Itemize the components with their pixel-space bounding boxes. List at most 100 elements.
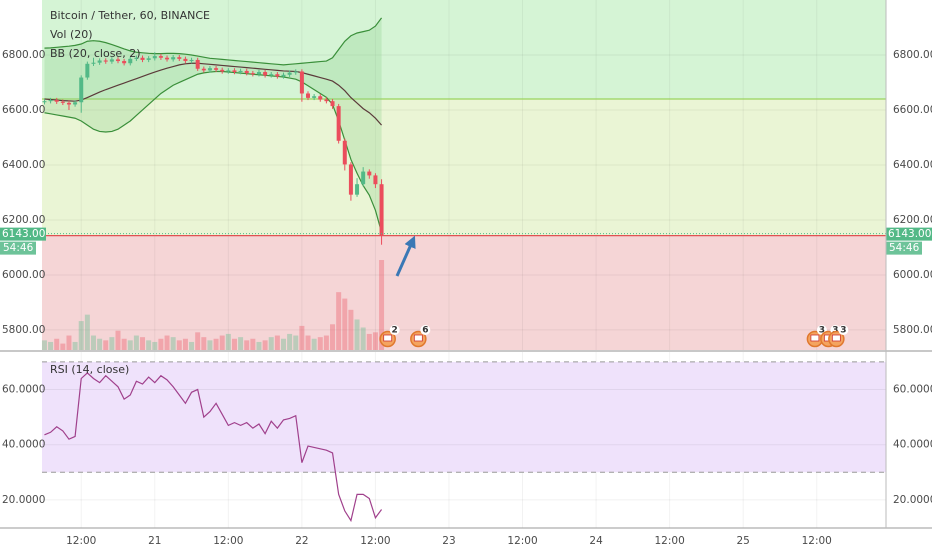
candle-body (367, 171, 372, 176)
volume-bar (90, 335, 96, 350)
candle-body (42, 101, 47, 103)
volume-bar (207, 340, 213, 350)
candle-body (146, 58, 151, 60)
volume-bar (133, 335, 139, 350)
candle-body (330, 101, 335, 107)
volume-bar (280, 338, 286, 350)
volume-bar (146, 340, 152, 350)
volume-bar (268, 337, 274, 350)
volume-bar (115, 330, 121, 350)
candle-body (48, 100, 53, 102)
event-badge (420, 325, 431, 335)
volume-bar (317, 337, 323, 350)
bb-upper (44, 17, 383, 66)
volume-bar (342, 298, 348, 350)
countdown-label: 54:46 (889, 242, 920, 254)
event-count: 6 (422, 326, 428, 336)
x-tick-label: 12:00 (802, 535, 832, 547)
volume-bar (176, 340, 182, 350)
candle-body (66, 102, 71, 105)
candle-body (195, 59, 200, 69)
candle-body (232, 70, 237, 73)
volume-bar (54, 338, 60, 350)
volume-bar (293, 335, 299, 350)
candle-body (324, 99, 329, 102)
candle-body (73, 102, 78, 105)
rsi-pane (42, 352, 886, 528)
volume-bar (66, 335, 72, 350)
candle-body (373, 175, 378, 185)
volume-bar (262, 340, 268, 350)
x-tick-label: 12:00 (655, 535, 685, 547)
candle-body (128, 58, 133, 64)
countdown-label: 54:46 (3, 242, 34, 254)
volume-bar (287, 333, 293, 350)
volume-bar (311, 338, 317, 350)
volume-bar (225, 333, 231, 350)
candle-body (109, 59, 114, 62)
price-badge-label: 6143.00 (888, 228, 931, 240)
countdown-badge (0, 241, 36, 255)
volume-bar (348, 309, 354, 350)
volume-bar (127, 340, 133, 350)
volume-bar (158, 338, 164, 350)
volume-bar (305, 335, 311, 350)
candle-body (269, 74, 274, 76)
candle-body (85, 63, 90, 78)
candle-body (122, 61, 127, 64)
candle-body (214, 68, 219, 70)
candle-body (103, 60, 108, 62)
rsi-line (44, 372, 383, 523)
candle-body (256, 72, 261, 75)
volume-bar (323, 335, 329, 350)
candle-body (220, 69, 225, 72)
volume-bar (109, 337, 115, 350)
zone (42, 0, 886, 99)
candle-body (263, 72, 268, 76)
y-tick-label: 40.0000 (893, 439, 932, 451)
volume-bar (256, 341, 262, 350)
y-tick-label: 6600.00 (893, 104, 932, 116)
candle-body (201, 68, 206, 71)
volume-bar (372, 332, 378, 350)
x-tick-label: 12:00 (213, 535, 243, 547)
volume-bar (195, 332, 201, 350)
candle-body (250, 73, 255, 75)
volume-bar (78, 321, 84, 350)
candle-body (355, 184, 360, 195)
volume-bar (72, 341, 78, 350)
candle-body (287, 72, 292, 75)
candle-body (281, 74, 286, 77)
y-tick-label: 6200.00 (893, 214, 932, 226)
volume-bar (238, 337, 244, 350)
x-tick-label: 12:00 (66, 535, 96, 547)
candle-body (171, 57, 176, 60)
y-tick-label: 6800.00 (893, 49, 932, 61)
volume-bar (360, 327, 366, 350)
y-tick-label: 6400.00 (893, 159, 932, 171)
candle-body (207, 68, 212, 71)
y-tick-label: 6400.00 (2, 159, 45, 171)
candle-body (318, 96, 323, 100)
zone (42, 235, 886, 350)
x-tick-label: 25 (737, 535, 750, 547)
candle-body (238, 70, 243, 73)
event-count: 3 (832, 326, 838, 336)
candle-body (60, 101, 65, 103)
candle-body (244, 70, 249, 74)
x-tick-label: 24 (589, 535, 603, 547)
event-badge (389, 325, 400, 335)
bb-middle (44, 62, 383, 126)
event-flag (810, 334, 820, 342)
candle-body (312, 96, 317, 98)
volume-bar (274, 335, 280, 350)
y-tick-label: 60.0000 (2, 384, 45, 396)
volume-bar (60, 343, 66, 350)
bb-lower (44, 70, 383, 233)
y-tick-label: 6800.00 (2, 49, 45, 61)
volume-bar (244, 340, 250, 350)
candle-body (79, 77, 84, 103)
volume-bar (231, 338, 237, 350)
